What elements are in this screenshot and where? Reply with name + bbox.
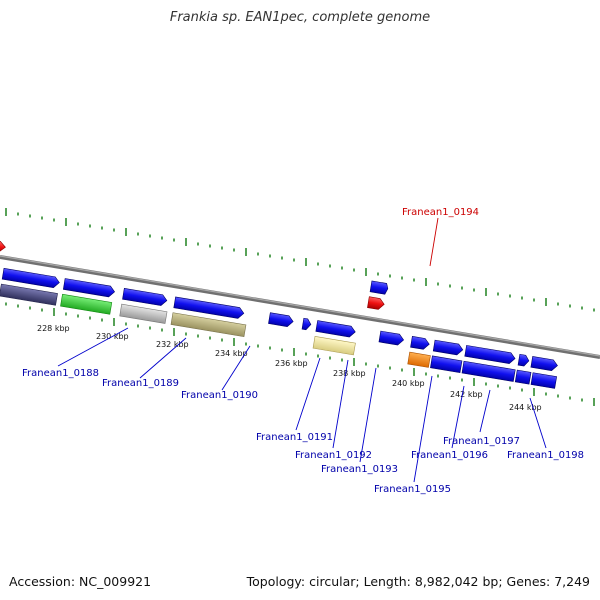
tick-label-244: 244 kbp (509, 403, 542, 412)
gene-label-0188[interactable]: Franean1_0188 (22, 368, 99, 379)
gene-arrow-0194[interactable] (367, 296, 385, 310)
cog-block-0189[interactable] (60, 293, 113, 315)
cog-block-0196[interactable] (407, 351, 431, 368)
gene-arrow-0193[interactable] (315, 320, 356, 338)
tick-row-top (5, 208, 595, 312)
cog-block-0190[interactable] (119, 303, 168, 324)
gene-arrow-0194-blue[interactable] (369, 280, 389, 295)
gene-label-0197[interactable]: Franean1_0197 (443, 436, 520, 447)
gene-arrow-partial-red[interactable] (0, 234, 6, 253)
label-leaders (57, 217, 547, 483)
gene-arrow-0195[interactable] (378, 330, 405, 346)
gene-label-0189[interactable]: Franean1_0189 (102, 378, 179, 389)
gene-arrow-0188[interactable] (1, 267, 60, 289)
accession-text: Accession: NC_009921 (9, 574, 152, 589)
gene-arrow-0190[interactable] (122, 288, 168, 306)
tick-label-232: 232 kbp (156, 340, 189, 349)
gene-label-0198[interactable]: Franean1_0198 (507, 450, 584, 461)
tick-label-228: 228 kbp (37, 324, 70, 333)
gene-label-0196[interactable]: Franean1_0196 (411, 450, 488, 461)
gene-arrow-0197[interactable] (464, 345, 516, 364)
gene-label-0190[interactable]: Franean1_0190 (181, 390, 258, 401)
gene-labels: Franean1_0188 Franean1_0189 Franean1_019… (22, 207, 584, 495)
genome-stats-text: Topology: circular; Length: 8,982,042 bp… (246, 574, 590, 589)
gene-label-0191[interactable]: Franean1_0191 (256, 432, 333, 443)
cog-block-0197[interactable] (430, 355, 463, 374)
cog-block-0198c[interactable] (530, 372, 558, 389)
cog-block-0193[interactable] (312, 336, 356, 356)
cog-block-0198a[interactable] (461, 360, 516, 382)
gene-arrow-0192a[interactable] (268, 312, 294, 328)
gene-label-0192[interactable]: Franean1_0192 (295, 450, 372, 461)
gene-arrow-0189[interactable] (62, 278, 116, 298)
gene-label-0195[interactable]: Franean1_0195 (374, 484, 451, 495)
gene-arrow-0196a[interactable] (410, 335, 431, 350)
cog-block-0198b[interactable] (514, 369, 532, 385)
tick-row-bottom (5, 302, 595, 406)
tick-label-242: 242 kbp (450, 390, 483, 399)
gene-arrow-0196b[interactable] (432, 339, 464, 356)
genome-backbone (0, 255, 600, 359)
gene-arrow-0198a[interactable] (517, 353, 530, 367)
gene-label-0194[interactable]: Franean1_0194 (402, 207, 479, 218)
gene-arrow-0192b[interactable] (301, 317, 312, 331)
gene-arrow-0191[interactable] (173, 296, 245, 319)
cog-block-0188[interactable] (0, 283, 58, 306)
tick-label-240: 240 kbp (392, 379, 425, 388)
tick-label-234: 234 kbp (215, 349, 248, 358)
cog-block-0191[interactable] (170, 312, 247, 338)
tick-label-238: 238 kbp (333, 369, 366, 378)
gene-label-0193[interactable]: Franean1_0193 (321, 464, 398, 475)
tick-label-236: 236 kbp (275, 359, 308, 368)
gene-arrow-0198b[interactable] (530, 356, 558, 372)
map-title: Frankia sp. EAN1pec, complete genome (169, 10, 431, 25)
